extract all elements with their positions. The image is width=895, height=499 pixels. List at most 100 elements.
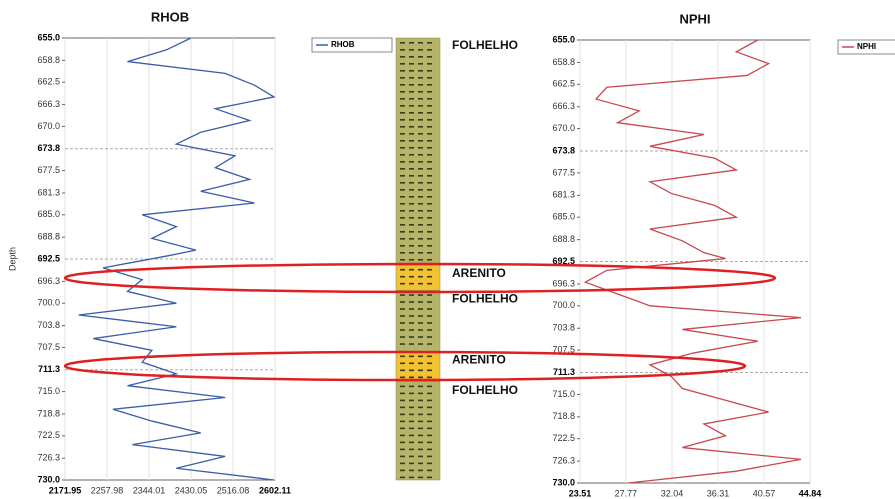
- pattern: [400, 56, 405, 58]
- y-tick-label: 718.8: [37, 408, 60, 418]
- pattern: [400, 238, 405, 240]
- pattern: [427, 329, 432, 331]
- pattern: [400, 294, 405, 296]
- y-tick-label: 673.8: [37, 143, 60, 153]
- pattern: [400, 49, 405, 51]
- pattern: [418, 463, 423, 465]
- pattern: [400, 470, 405, 472]
- pattern: [409, 182, 414, 184]
- pattern: [409, 269, 414, 271]
- pattern: [427, 456, 432, 458]
- pattern: [427, 70, 432, 72]
- pattern: [409, 42, 414, 44]
- pattern: [418, 84, 423, 86]
- pattern: [409, 259, 414, 261]
- pattern: [409, 210, 414, 212]
- pattern: [409, 77, 414, 79]
- y-tick-label: 696.3: [552, 278, 575, 288]
- pattern: [418, 98, 423, 100]
- pattern: [400, 245, 405, 247]
- x-tick-label: 2257.98: [91, 485, 124, 495]
- legend-label: RHOB: [331, 40, 355, 49]
- lithology-label: FOLHELHO: [452, 38, 518, 52]
- pattern: [400, 98, 405, 100]
- pattern: [400, 154, 405, 156]
- pattern: [418, 140, 423, 142]
- pattern: [409, 435, 414, 437]
- pattern: [427, 56, 432, 58]
- y-tick-label: 711.3: [553, 367, 575, 377]
- pattern: [409, 400, 414, 402]
- pattern: [418, 252, 423, 254]
- pattern: [427, 294, 432, 296]
- pattern: [418, 105, 423, 107]
- x-tick-label: 27.77: [615, 488, 638, 498]
- pattern: [409, 356, 414, 358]
- pattern: [418, 119, 423, 121]
- pattern: [400, 393, 405, 395]
- pattern: [427, 210, 432, 212]
- y-tick-label: 655.0: [552, 34, 575, 44]
- pattern: [409, 428, 414, 430]
- pattern: [400, 301, 405, 303]
- pattern: [409, 329, 414, 331]
- pattern: [409, 363, 414, 365]
- pattern: [418, 477, 423, 479]
- pattern: [409, 105, 414, 107]
- pattern: [400, 283, 405, 285]
- y-tick-label: 707.5: [37, 342, 60, 352]
- pattern: [418, 435, 423, 437]
- pattern: [409, 463, 414, 465]
- y-tick-label: 700.0: [37, 298, 60, 308]
- pattern: [427, 147, 432, 149]
- pattern: [427, 168, 432, 170]
- pattern: [427, 363, 432, 365]
- pattern: [427, 245, 432, 247]
- pattern: [409, 70, 414, 72]
- pattern: [427, 463, 432, 465]
- pattern: [427, 400, 432, 402]
- pattern: [409, 477, 414, 479]
- pattern: [427, 49, 432, 51]
- y-tick-label: 658.8: [552, 57, 575, 67]
- pattern: [427, 336, 432, 338]
- x-tick-label: 2171.95: [49, 485, 82, 495]
- pattern: [409, 301, 414, 303]
- pattern: [418, 70, 423, 72]
- y-tick-label: 700.0: [552, 300, 575, 310]
- y-tick-label: 722.5: [552, 433, 575, 443]
- pattern: [400, 421, 405, 423]
- pattern: [400, 343, 405, 345]
- y-tick-label: 662.5: [37, 77, 60, 87]
- pattern: [409, 56, 414, 58]
- y-tick-label: 666.3: [552, 101, 575, 111]
- pattern: [427, 252, 432, 254]
- pattern: [409, 98, 414, 100]
- lithology-label: FOLHELHO: [452, 291, 518, 305]
- pattern: [427, 238, 432, 240]
- pattern: [427, 161, 432, 163]
- pattern: [418, 189, 423, 191]
- pattern: [409, 294, 414, 296]
- y-tick-label: 711.3: [38, 364, 60, 374]
- y-tick-label: 726.3: [552, 456, 575, 466]
- y-tick-label: 655.0: [37, 32, 60, 42]
- pattern: [427, 63, 432, 65]
- legend-label: NPHI: [857, 42, 876, 51]
- pattern: [400, 105, 405, 107]
- pattern: [400, 168, 405, 170]
- x-tick-label: 2516.08: [217, 485, 250, 495]
- pattern: [409, 91, 414, 93]
- pattern: [418, 428, 423, 430]
- pattern: [400, 140, 405, 142]
- pattern: [409, 407, 414, 409]
- pattern: [418, 161, 423, 163]
- x-tick-label: 2430.05: [175, 485, 208, 495]
- pattern: [418, 133, 423, 135]
- pattern: [400, 370, 405, 372]
- pattern: [427, 119, 432, 121]
- pattern: [427, 77, 432, 79]
- lithology-label: FOLHELHO: [452, 383, 518, 397]
- pattern: [400, 477, 405, 479]
- y-tick-label: 688.8: [552, 234, 575, 244]
